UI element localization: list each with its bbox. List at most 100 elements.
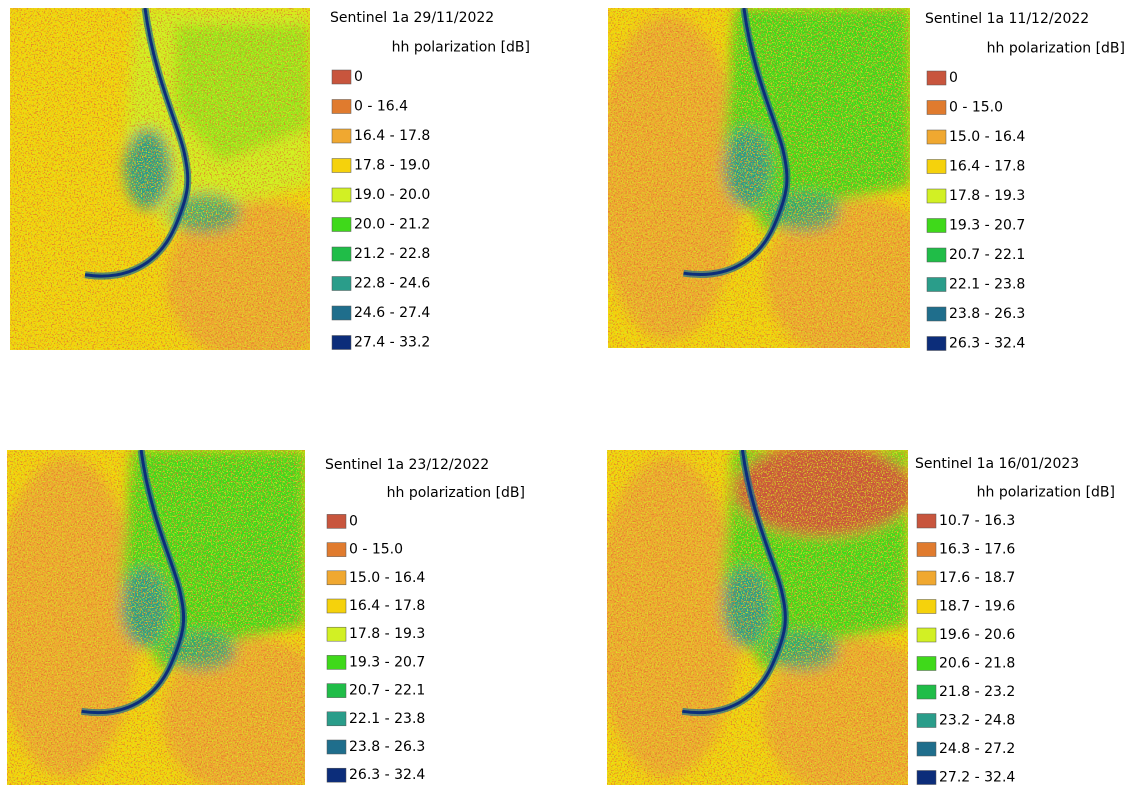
legend-label: 26.3 - 32.4 [949, 336, 1025, 352]
legend-swatch [326, 767, 347, 783]
legend-swatch [916, 713, 937, 728]
map-panel: Sentinel 1a 16/01/2023 hh polarization [d… [607, 450, 1115, 786]
legend-swatch [916, 684, 937, 700]
legend-swatch [326, 570, 347, 586]
legend-label: 0 [349, 513, 358, 529]
legend-swatch [916, 599, 937, 614]
map-panel: Sentinel 1a 23/12/2022 hh polarization [d… [7, 450, 525, 785]
legend-label: 23.8 - 26.3 [349, 739, 425, 755]
legend-subtitle: hh polarization [dB] [987, 41, 1125, 57]
legend-swatch [916, 542, 937, 557]
legend-swatch [331, 158, 352, 173]
legend-label: 19.6 - 20.6 [939, 627, 1015, 643]
legend-label: 20.6 - 21.8 [939, 656, 1015, 672]
legend-label: 22.1 - 23.8 [949, 277, 1025, 293]
legend-swatch [916, 656, 937, 671]
legend-label: 24.8 - 27.2 [939, 741, 1015, 757]
legend-label: 17.6 - 18.7 [939, 570, 1015, 586]
legend-swatch [926, 159, 947, 174]
legend-label: 17.8 - 19.3 [349, 626, 425, 642]
legend-label: 0 [949, 70, 958, 86]
river [682, 450, 787, 714]
legend-swatch [331, 187, 352, 203]
legend-label: 27.4 - 33.2 [354, 335, 430, 351]
legend-swatch [926, 100, 947, 115]
legend-label: 10.7 - 16.3 [939, 513, 1015, 529]
legend-label: 20.7 - 22.1 [949, 247, 1025, 263]
legend-swatch [326, 514, 347, 529]
legend-label: 0 - 15.0 [949, 100, 1003, 116]
legend-subtitle: hh polarization [dB] [387, 485, 525, 501]
map-panel: Sentinel 1a 29/11/2022 hh polarization [d… [10, 8, 530, 351]
legend-label: 16.4 - 17.8 [349, 598, 425, 614]
legend-label: 24.6 - 27.4 [354, 305, 430, 321]
legend-label: 22.1 - 23.8 [349, 711, 425, 727]
legend-label: 19.3 - 20.7 [349, 654, 425, 670]
legend-label: 19.3 - 20.7 [949, 218, 1025, 234]
map-raster [7, 450, 305, 785]
legend-label: 15.0 - 16.4 [949, 129, 1025, 145]
legend-label: 23.2 - 24.8 [939, 713, 1015, 729]
legend-swatch [916, 513, 937, 529]
legend-swatch [926, 336, 947, 351]
legend-label: 18.7 - 19.6 [939, 599, 1015, 615]
legend-swatch [916, 770, 937, 785]
river [81, 450, 185, 714]
legend-title: Sentinel 1a 23/12/2022 [325, 457, 489, 473]
speckle [607, 450, 908, 785]
legend-swatch [331, 217, 352, 232]
legend-swatch [926, 306, 947, 322]
legend-swatch [326, 542, 347, 557]
legend-swatch [926, 70, 947, 86]
legend-label: 21.2 - 22.8 [354, 246, 430, 262]
legend-label: 20.0 - 21.2 [354, 217, 430, 233]
legend-swatch [326, 598, 347, 614]
legend-swatch [926, 129, 947, 145]
legend-swatch [326, 655, 347, 670]
legend-swatch [926, 188, 947, 204]
legend-label: 0 [354, 69, 363, 85]
legend-label: 19.0 - 20.0 [354, 187, 430, 203]
legend-swatch [916, 741, 937, 757]
legend-swatch [331, 69, 352, 85]
legend-label: 27.2 - 32.4 [939, 770, 1015, 786]
speckle [7, 450, 305, 785]
river [683, 8, 789, 276]
legend-swatch [331, 335, 352, 350]
legend-swatch [326, 626, 347, 642]
legend-swatch [331, 128, 352, 144]
legend-title: Sentinel 1a 29/11/2022 [330, 10, 494, 26]
legend-swatch [326, 739, 347, 755]
legend-swatch [326, 711, 347, 727]
legend-subtitle: hh polarization [dB] [977, 485, 1115, 501]
legend-swatch [331, 276, 352, 291]
legend-label: 0 - 15.0 [349, 542, 403, 558]
legend-label: 16.3 - 17.6 [939, 542, 1015, 558]
legend-label: 23.8 - 26.3 [949, 306, 1025, 322]
legend-label: 17.8 - 19.3 [949, 188, 1025, 204]
legend-swatch [331, 99, 352, 114]
speckle [608, 8, 910, 348]
legend-label: 15.0 - 16.4 [349, 570, 425, 586]
legend-label: 20.7 - 22.1 [349, 683, 425, 699]
legend-label: 17.8 - 19.0 [354, 158, 430, 174]
legend-subtitle: hh polarization [dB] [392, 40, 530, 56]
legend-label: 16.4 - 17.8 [354, 128, 430, 144]
legend-swatch [916, 627, 937, 643]
legend-title: Sentinel 1a 16/01/2023 [915, 456, 1079, 472]
legend-label: 21.8 - 23.2 [939, 684, 1015, 700]
speckle [10, 8, 310, 350]
legend-swatch [331, 305, 352, 321]
map-raster [607, 450, 908, 785]
legend-swatch [926, 277, 947, 292]
legend-swatch [926, 218, 947, 233]
map-raster [608, 8, 910, 348]
legend-swatch [326, 683, 347, 698]
legend-label: 22.8 - 24.6 [354, 276, 430, 292]
legend-swatch [916, 570, 937, 586]
legend-label: 0 - 16.4 [354, 99, 408, 115]
legend-swatch [331, 246, 352, 262]
legend-swatch [926, 247, 947, 263]
